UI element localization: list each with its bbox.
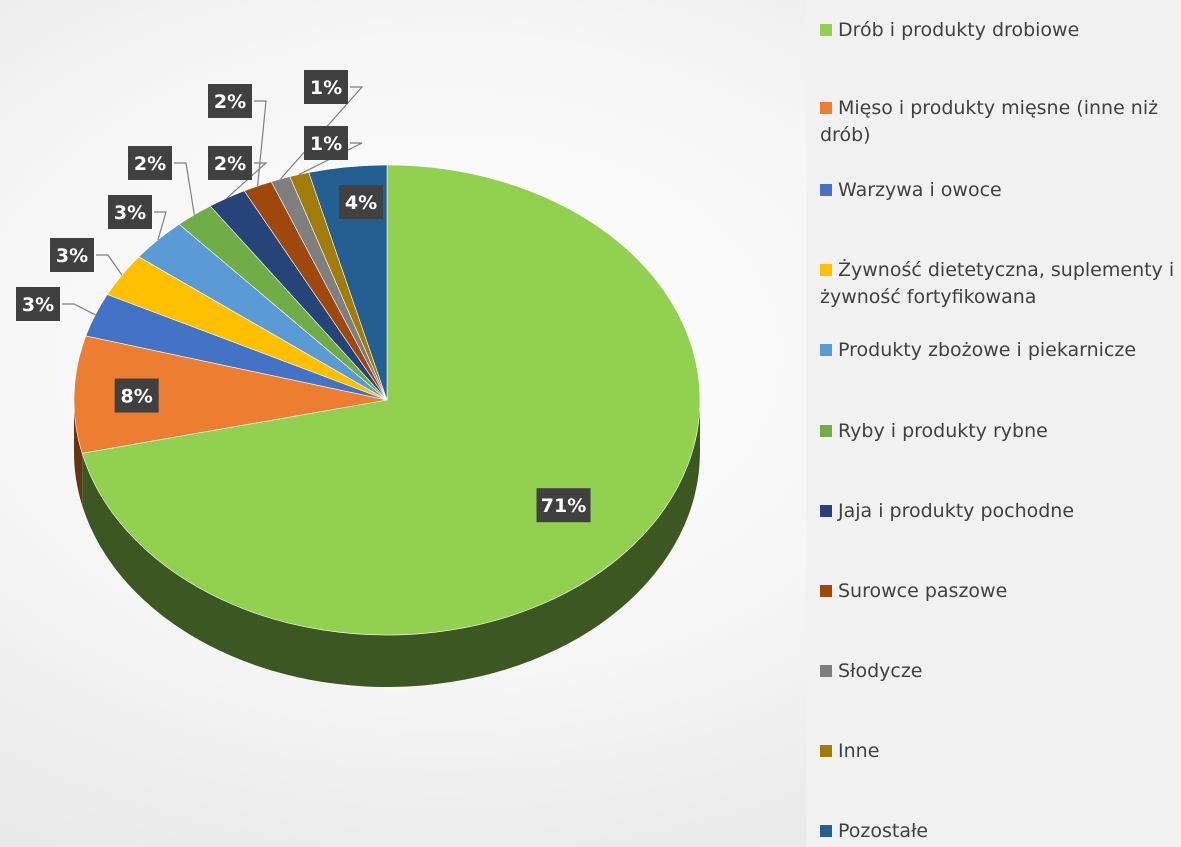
data-labels: 71% 8% 3% 3% 3% 2% 2% 2% 1% 1% 4% (16, 70, 591, 523)
slice-mieso-i-produkty-miesne-inne-niz-drob (73, 335, 388, 454)
data-label-box-ryby-i-produkty-rybne (128, 146, 172, 180)
data-label-drob-i-produkty-drobiowe: 71% (541, 495, 586, 517)
legend-item-produkty-zbozowe-i-piekarnicze: Produkty zbożowe i piekarnicze (820, 337, 1178, 364)
data-label-box-produkty-zbozowe-i-piekarnicze (108, 195, 152, 229)
legend-label: Mięso i produkty mięsne (inne niż drób) (820, 97, 1159, 146)
data-label-surowce-paszowe: 2% (214, 91, 246, 113)
leader-line-jaja-i-produkty-pochodne (226, 162, 268, 199)
data-label-warzywa-i-owoce: 3% (22, 294, 54, 316)
leader-line-zywnosc-dietetyczna-suplementy-i-zywnosc-fortyfikowana (96, 254, 123, 276)
data-label-pozostale: 4% (345, 192, 377, 214)
legend-swatch (820, 344, 832, 356)
legend-item-mieso-i-produkty-miesne-inne-niz-drob: Mięso i produkty mięsne (inne niż drób) (820, 95, 1178, 149)
leader-line-warzywa-i-owoce (62, 303, 96, 316)
legend-item-ryby-i-produkty-rybne: Ryby i produkty rybne (820, 418, 1178, 445)
legend-label: Żywność dietetyczna, suplementy i żywnoś… (820, 259, 1175, 308)
data-label-box-jaja-i-produkty-pochodne (208, 146, 252, 180)
legend-swatch (820, 745, 832, 757)
legend-label: Drób i produkty drobiowe (838, 19, 1080, 41)
legend-label: Słodycze (838, 660, 923, 682)
legend-item-surowce-paszowe: Surowce paszowe (820, 578, 1178, 605)
legend-item-pozostale: Pozostałe (820, 818, 1178, 845)
legend-label: Pozostałe (838, 820, 929, 842)
legend-swatch (820, 505, 832, 517)
legend-item-inne: Inne (820, 738, 1178, 765)
legend-label: Surowce paszowe (838, 580, 1008, 602)
legend-item-slodycze: Słodycze (820, 658, 1178, 685)
legend-item-jaja-i-produkty-pochodne: Jaja i produkty pochodne (820, 498, 1178, 525)
data-label-box-pozostale (339, 185, 383, 219)
data-label-box-inne (304, 126, 348, 160)
data-label-box-warzywa-i-owoce (16, 287, 60, 321)
pie-chart: 71% 8% 3% 3% 3% 2% 2% 2% 1% 1% 4% (16, 70, 701, 687)
slice-side-mieso-i-produkty-miesne-inne-niz-drob (74, 400, 83, 506)
data-label-box-slodycze (304, 70, 348, 104)
legend-label: Warzywa i owoce (838, 179, 1002, 201)
legend-swatch (820, 825, 832, 837)
legend-swatch (820, 425, 832, 437)
leader-line-surowce-paszowe (254, 100, 267, 187)
legend-swatch (820, 102, 832, 114)
legend-label: Ryby i produkty rybne (838, 420, 1048, 442)
data-label-inne: 1% (310, 133, 342, 155)
slice-pozostale (308, 164, 388, 401)
legend-label: Inne (838, 740, 880, 762)
legend-label: Jaja i produkty pochodne (838, 500, 1075, 522)
data-label-produkty-zbozowe-i-piekarnicze: 3% (114, 202, 146, 224)
legend-item-drob-i-produkty-drobiowe: Drób i produkty drobiowe (820, 17, 1178, 44)
legend-swatch (820, 585, 832, 597)
legend: Drób i produkty drobiowe Mięso i produkty… (806, 0, 1181, 847)
leader-line-inne (298, 142, 363, 175)
data-label-mieso-i-produkty-miesne-inne-niz-drob: 8% (121, 386, 153, 408)
pie-slices (73, 164, 701, 636)
legend-swatch (820, 665, 832, 677)
leader-line-produkty-zbozowe-i-piekarnicze (154, 211, 167, 241)
data-label-box-mieso-i-produkty-miesne-inne-niz-drob (114, 378, 159, 413)
data-label-box-zywnosc-dietetyczna-suplementy-i-zywnosc-fortyfikowana (50, 238, 94, 272)
legend-item-warzywa-i-owoce: Warzywa i owoce (820, 177, 1178, 204)
legend-swatch (820, 264, 832, 276)
legend-swatch (820, 24, 832, 36)
pie-depth (74, 400, 701, 687)
data-label-slodycze: 1% (310, 77, 342, 99)
slice-side-drob-i-produkty-drobiowe (82, 400, 701, 687)
legend-item-zywnosc-dietetyczna-suplementy-i-zywnosc-fortyfikowana: Żywność dietetyczna, suplementy i żywnoś… (820, 257, 1178, 311)
data-label-zywnosc-dietetyczna-suplementy-i-zywnosc-fortyfikowana: 3% (56, 245, 88, 267)
data-label-box-drob-i-produkty-drobiowe (536, 488, 591, 523)
data-label-box-surowce-paszowe (208, 84, 252, 118)
legend-label: Produkty zbożowe i piekarnicze (838, 339, 1137, 361)
legend-swatch (820, 184, 832, 196)
data-label-jaja-i-produkty-pochodne: 2% (214, 153, 246, 175)
data-label-ryby-i-produkty-rybne: 2% (134, 153, 166, 175)
leader-line-ryby-i-produkty-rybne (174, 162, 195, 215)
